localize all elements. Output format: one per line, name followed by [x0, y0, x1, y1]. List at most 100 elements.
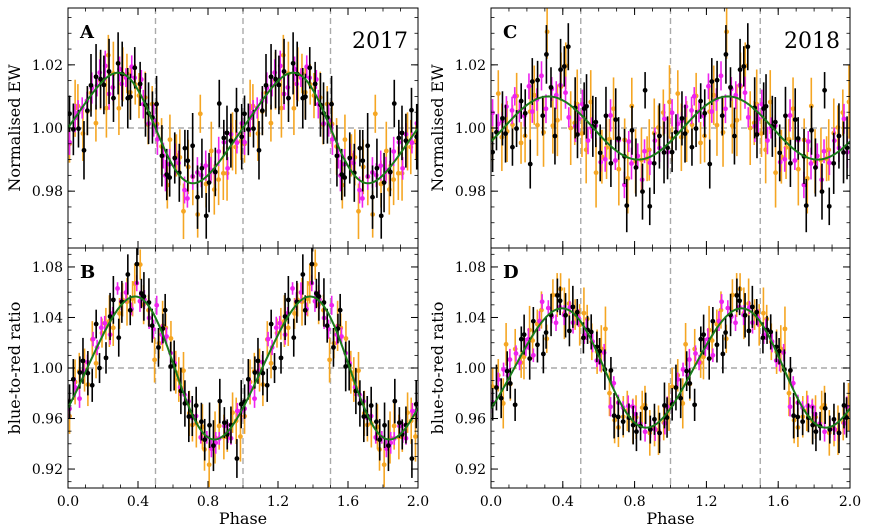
- data-point: [265, 336, 271, 342]
- data-point: [77, 396, 82, 402]
- y-tick-label: 1.00: [455, 361, 486, 377]
- data-point: [633, 165, 639, 170]
- data-point: [216, 101, 222, 106]
- data-point: [786, 390, 792, 396]
- data-point: [787, 112, 793, 118]
- data-point: [795, 166, 801, 172]
- data-point: [518, 98, 524, 104]
- data-point: [529, 79, 535, 84]
- data-point: [365, 143, 371, 149]
- data-point: [821, 148, 827, 154]
- data-point: [607, 390, 612, 396]
- data-point: [801, 182, 807, 188]
- x-axis-label: Phase: [219, 509, 267, 527]
- data-point: [360, 158, 366, 164]
- data-point: [374, 419, 379, 425]
- data-point: [334, 153, 340, 159]
- data-point: [503, 341, 509, 347]
- data-point: [535, 122, 540, 128]
- data-point: [273, 325, 279, 331]
- x-tick-label: 0.4: [127, 494, 149, 510]
- data-point: [272, 365, 277, 371]
- data-point: [491, 384, 496, 390]
- data-point: [669, 384, 675, 390]
- data-point: [128, 94, 133, 100]
- data-point: [381, 180, 387, 185]
- y-axis-label: blue-to-red ratio: [428, 302, 447, 435]
- data-point: [593, 119, 599, 125]
- data-point: [507, 380, 513, 386]
- data-point: [548, 84, 554, 90]
- panel-label: A: [79, 22, 95, 43]
- y-axis-label: blue-to-red ratio: [5, 302, 24, 435]
- data-point: [827, 427, 833, 432]
- data-point: [521, 332, 527, 338]
- data-point: [98, 325, 104, 331]
- data-point: [181, 208, 186, 214]
- data-point: [512, 402, 518, 408]
- y-tick-label: 1.04: [32, 310, 63, 326]
- data-point: [154, 101, 159, 107]
- data-point: [245, 376, 251, 382]
- x-tick-label: 1.6: [337, 494, 359, 510]
- data-point: [553, 320, 559, 326]
- plot-area: [68, 248, 418, 488]
- data-point: [773, 170, 778, 176]
- data-point: [116, 335, 122, 341]
- data-point: [137, 81, 143, 87]
- data-point: [540, 351, 546, 357]
- data-point: [342, 137, 348, 143]
- y-tick-label: 1.08: [32, 260, 63, 276]
- data-point: [303, 94, 308, 100]
- data-point: [692, 402, 698, 408]
- data-point: [555, 292, 560, 298]
- y-tick-label: 0.92: [32, 462, 63, 478]
- data-point: [626, 139, 632, 144]
- data-point: [396, 420, 402, 426]
- data-point: [822, 87, 828, 93]
- data-point: [795, 414, 801, 420]
- data-point: [391, 149, 397, 154]
- data-point: [719, 113, 725, 119]
- data-point: [97, 365, 102, 371]
- data-point: [588, 99, 594, 105]
- data-point: [530, 318, 536, 324]
- data-point: [504, 368, 510, 374]
- data-point: [706, 83, 711, 89]
- data-point: [242, 139, 247, 145]
- data-point: [709, 338, 715, 343]
- data-point: [613, 117, 619, 123]
- panel-label: C: [503, 22, 517, 43]
- data-point: [788, 160, 793, 166]
- data-point: [566, 114, 572, 120]
- data-point: [277, 320, 283, 326]
- data-point: [805, 139, 811, 144]
- data-point: [234, 408, 240, 414]
- data-point: [723, 106, 728, 112]
- data-point: [669, 110, 675, 116]
- y-tick-label: 0.98: [455, 184, 486, 200]
- data-point: [742, 90, 748, 96]
- data-point: [687, 380, 693, 386]
- x-tick-label: 2.0: [839, 494, 861, 510]
- data-point: [512, 93, 518, 99]
- data-point: [185, 158, 191, 164]
- x-tick-label: 0.4: [552, 494, 574, 510]
- data-point: [285, 325, 291, 331]
- data-point: [181, 368, 186, 374]
- data-point: [193, 403, 199, 408]
- data-point: [264, 382, 270, 388]
- data-point: [255, 358, 261, 364]
- data-point: [68, 139, 72, 145]
- data-point: [792, 158, 798, 163]
- data-point: [501, 367, 506, 372]
- data-point: [737, 67, 743, 73]
- data-point: [795, 136, 801, 141]
- data-point: [683, 104, 689, 110]
- data-point: [409, 107, 414, 113]
- data-point: [765, 138, 770, 143]
- data-point: [111, 95, 116, 101]
- data-point: [387, 169, 393, 175]
- data-point: [545, 305, 551, 311]
- data-point: [620, 419, 626, 425]
